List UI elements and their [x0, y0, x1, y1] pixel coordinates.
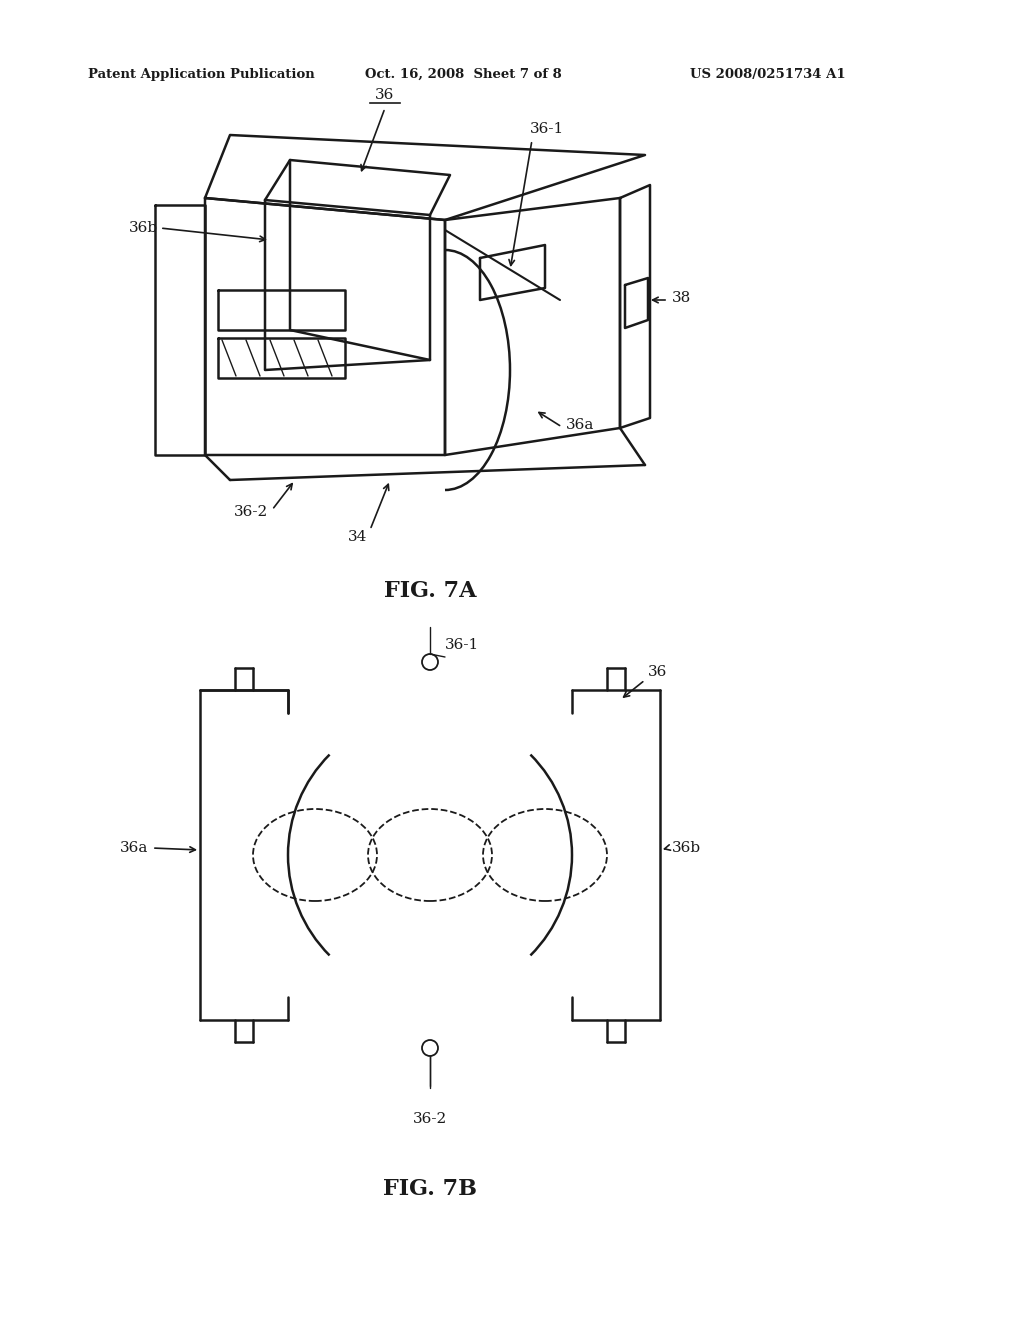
Text: 36-2: 36-2 — [413, 1111, 447, 1126]
Text: FIG. 7B: FIG. 7B — [383, 1177, 477, 1200]
Text: Patent Application Publication: Patent Application Publication — [88, 69, 314, 81]
Text: 38: 38 — [672, 290, 691, 305]
Text: Oct. 16, 2008  Sheet 7 of 8: Oct. 16, 2008 Sheet 7 of 8 — [365, 69, 562, 81]
Text: 36a: 36a — [120, 841, 148, 855]
Text: 36: 36 — [376, 88, 394, 102]
Text: 36-2: 36-2 — [233, 506, 268, 519]
Text: 36-1: 36-1 — [445, 638, 479, 652]
Text: 36-1: 36-1 — [530, 121, 564, 136]
Text: FIG. 7A: FIG. 7A — [384, 579, 476, 602]
Text: US 2008/0251734 A1: US 2008/0251734 A1 — [690, 69, 846, 81]
Text: 36: 36 — [648, 665, 668, 678]
Text: 36b: 36b — [129, 220, 158, 235]
Text: 34: 34 — [348, 531, 368, 544]
Text: 36b: 36b — [672, 841, 701, 855]
Text: 36a: 36a — [566, 418, 594, 432]
